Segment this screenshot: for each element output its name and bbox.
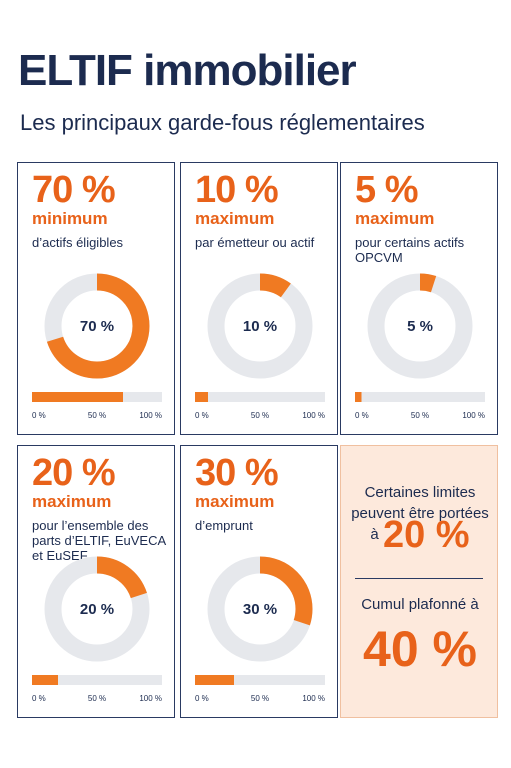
donut-label: 10 %: [243, 318, 277, 335]
donut-arc: [207, 556, 313, 662]
headline: 5 %: [355, 169, 418, 211]
bar-track: [32, 675, 162, 685]
bar-track: [355, 392, 485, 402]
description: pour l’ensemble des parts d’ELTIF, EuVEC…: [32, 518, 166, 563]
tick-label: 100 %: [302, 411, 325, 420]
gauge: 10 % 0 % 50 % 100 %: [195, 273, 325, 420]
description: d’actifs éligibles: [32, 235, 124, 250]
bar: [355, 392, 362, 402]
note-text: Certaines limites peuvent être portées à…: [349, 482, 491, 554]
card: 5 % maximum pour certains actifs OPCVM 5 % 0…: [340, 162, 498, 435]
tick-label: 100 %: [302, 694, 325, 703]
tick-label: 0 %: [32, 694, 46, 703]
tick-label: 50 %: [251, 411, 269, 420]
cap-value: 40 %: [363, 621, 477, 677]
subtitle: Les principaux garde-fous réglementaires: [20, 110, 425, 135]
headline: 10 %: [195, 169, 279, 211]
donut-arc: [207, 273, 313, 379]
description: par émetteur ou actif: [195, 235, 315, 250]
cap-text: Cumul plafonné à: [361, 596, 479, 613]
donut-label: 30 %: [243, 601, 277, 618]
bar: [32, 675, 58, 685]
tick-label: 0 %: [355, 411, 369, 420]
separator: [355, 578, 483, 579]
gauge: 30 % 0 % 50 % 100 %: [195, 556, 325, 703]
description: d’emprunt: [195, 518, 253, 533]
tick-label: 0 %: [195, 411, 209, 420]
qualifier: maximum: [195, 209, 275, 228]
title: ELTIF immobilier: [18, 46, 357, 95]
qualifier: maximum: [32, 492, 112, 511]
tick-label: 50 %: [411, 411, 429, 420]
card: 20 % maximum pour l’ensemble des parts d’E…: [17, 445, 175, 718]
bar: [195, 675, 234, 685]
gauge: 5 % 0 % 50 % 100 %: [355, 273, 485, 420]
donut-arc: [44, 273, 150, 379]
headline: 70 %: [32, 169, 116, 211]
card: 10 % maximum par émetteur ou actif 10 % 0 % 5…: [180, 162, 338, 435]
tick-label: 50 %: [251, 694, 269, 703]
qualifier: maximum: [355, 209, 435, 228]
qualifier: maximum: [195, 492, 275, 511]
bar: [195, 392, 208, 402]
bar: [32, 392, 123, 402]
qualifier: minimum: [32, 209, 108, 228]
tick-label: 100 %: [139, 694, 162, 703]
raise-text: Certaines limites peuvent être portées à: [351, 484, 489, 543]
donut-label: 20 %: [80, 601, 114, 618]
donut-label: 70 %: [80, 318, 114, 335]
headline: 30 %: [195, 452, 279, 494]
donut-arc: [44, 556, 150, 662]
donut-label: 5 %: [407, 318, 433, 335]
description: pour certains actifs OPCVM: [355, 235, 465, 265]
gauge: 20 % 0 % 50 % 100 %: [32, 556, 162, 703]
card: 70 % minimum d’actifs éligibles 70 % 0 % 50 %…: [17, 162, 175, 435]
tick-label: 50 %: [88, 411, 106, 420]
bar-track: [195, 675, 325, 685]
tick-label: 50 %: [88, 694, 106, 703]
note-card: Certaines limites peuvent être portées à…: [340, 445, 498, 718]
headline: 20 %: [32, 452, 116, 494]
tick-label: 0 %: [32, 411, 46, 420]
donut-arc: [367, 273, 473, 379]
tick-label: 100 %: [462, 411, 485, 420]
tick-label: 100 %: [139, 411, 162, 420]
bar-track: [195, 392, 325, 402]
gauge: 70 % 0 % 50 % 100 %: [32, 273, 162, 420]
card: 30 % maximum d’emprunt 30 % 0 % 50 % 100 %: [180, 445, 338, 718]
tick-label: 0 %: [195, 694, 209, 703]
raise-value: 20 %: [382, 514, 470, 556]
